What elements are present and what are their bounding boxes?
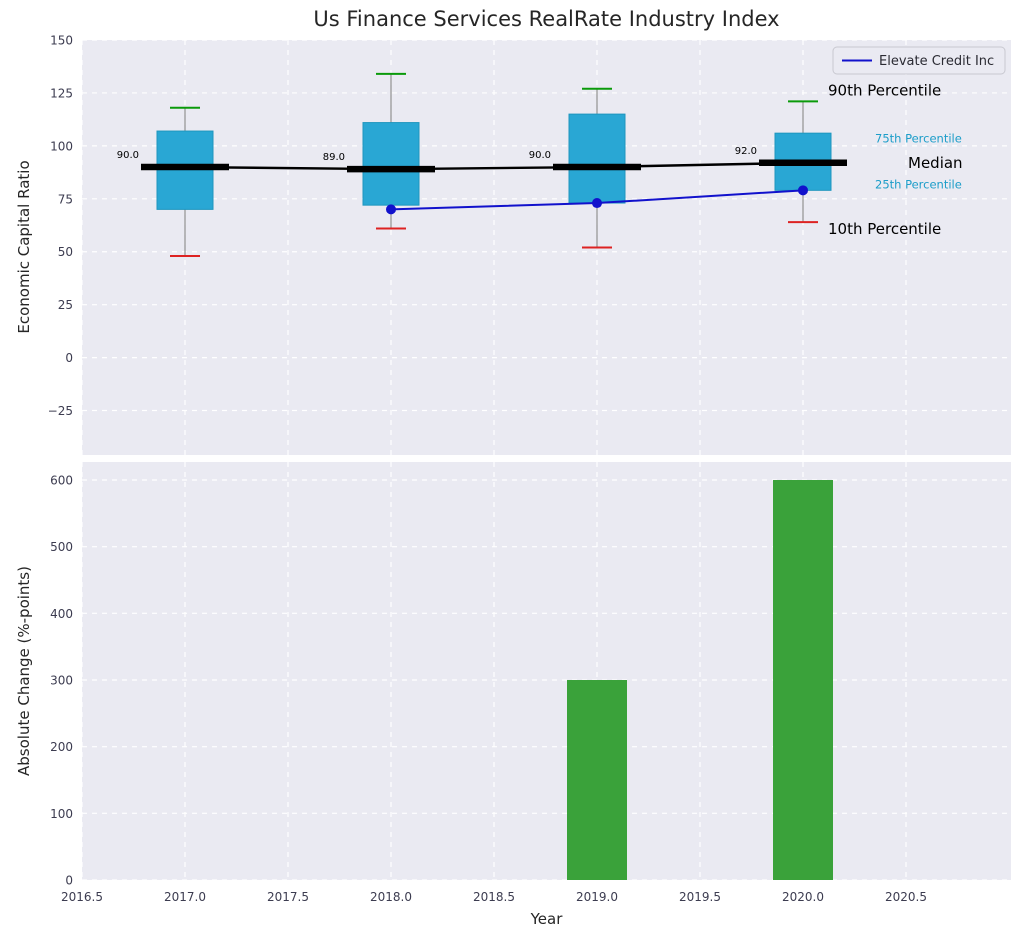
legend: Elevate Credit Inc	[832, 46, 1006, 75]
top-y-tick-label: 50	[58, 245, 73, 259]
bar-2019	[567, 680, 627, 880]
x-tick-label: 2018.5	[473, 890, 515, 904]
top-y-axis-label: Economic Capital Ratio	[15, 160, 33, 334]
chart-title: Us Finance Services RealRate Industry In…	[313, 7, 780, 31]
x-axis-label: Year	[530, 910, 563, 928]
median-line	[184, 161, 804, 171]
bottom-y-tick-label: 100	[50, 807, 73, 821]
bottom-y-tick-label: 500	[50, 540, 73, 554]
top-axes-background	[82, 40, 1011, 455]
annotation-90th-percentile: 90th Percentile	[828, 81, 941, 99]
bottom-axes-background	[82, 462, 1011, 880]
iqr-box	[568, 113, 626, 204]
top-y-tick-label: 0	[65, 351, 73, 365]
annotation-median: Median	[908, 154, 963, 172]
top-axes: 150 125 100 75 50 25 0 −25 90.0 89.0 90.0 92.0 90th …	[48, 34, 1011, 455]
top-y-tick-label: 100	[50, 139, 73, 153]
annotation-25th-percentile: 25th Percentile	[875, 177, 962, 191]
x-tick-label: 2019.5	[679, 890, 721, 904]
bottom-axes: 2016.5 2017.0 2017.5 2018.0 2018.5 2019.0 2019…	[50, 462, 1011, 904]
x-tick-label: 2019.0	[576, 890, 618, 904]
company-marker	[386, 204, 396, 215]
x-tick-label: 2017.0	[164, 890, 206, 904]
bar-2020	[773, 480, 833, 880]
median-value-label: 90.0	[117, 150, 139, 161]
median-value-label: 89.0	[323, 152, 345, 163]
annotation-75th-percentile: 75th Percentile	[875, 131, 962, 145]
boxplot-2019	[568, 87, 626, 249]
annotation-10th-percentile: 10th Percentile	[828, 220, 941, 238]
legend-box	[832, 46, 1006, 75]
bottom-y-tick-label: 0	[65, 874, 73, 888]
x-tick-label: 2020.5	[885, 890, 927, 904]
bottom-y-axis-label: Absolute Change (%-points)	[15, 566, 33, 776]
top-y-tick-label: 150	[50, 34, 73, 48]
bottom-y-tick-label: 200	[50, 740, 73, 754]
top-y-tick-label: 125	[50, 86, 73, 100]
bottom-y-tick-label: 600	[50, 474, 73, 488]
x-tick-label: 2016.5	[61, 890, 103, 904]
x-tick-label: 2020.0	[782, 890, 824, 904]
iqr-box	[362, 122, 420, 206]
top-y-tick-label: −25	[48, 404, 73, 418]
top-y-tick-label: 75	[58, 192, 73, 206]
bottom-y-tick-label: 300	[50, 674, 73, 688]
top-y-tick-label: 25	[58, 298, 73, 312]
legend-label: Elevate Credit Inc	[879, 54, 994, 69]
x-tick-label: 2018.0	[370, 890, 412, 904]
company-marker	[592, 198, 602, 209]
median-value-label: 92.0	[735, 146, 757, 157]
bottom-y-tick-label: 400	[50, 607, 73, 621]
x-tick-label: 2017.5	[267, 890, 309, 904]
median-value-label: 90.0	[529, 150, 551, 161]
company-marker	[798, 185, 808, 196]
